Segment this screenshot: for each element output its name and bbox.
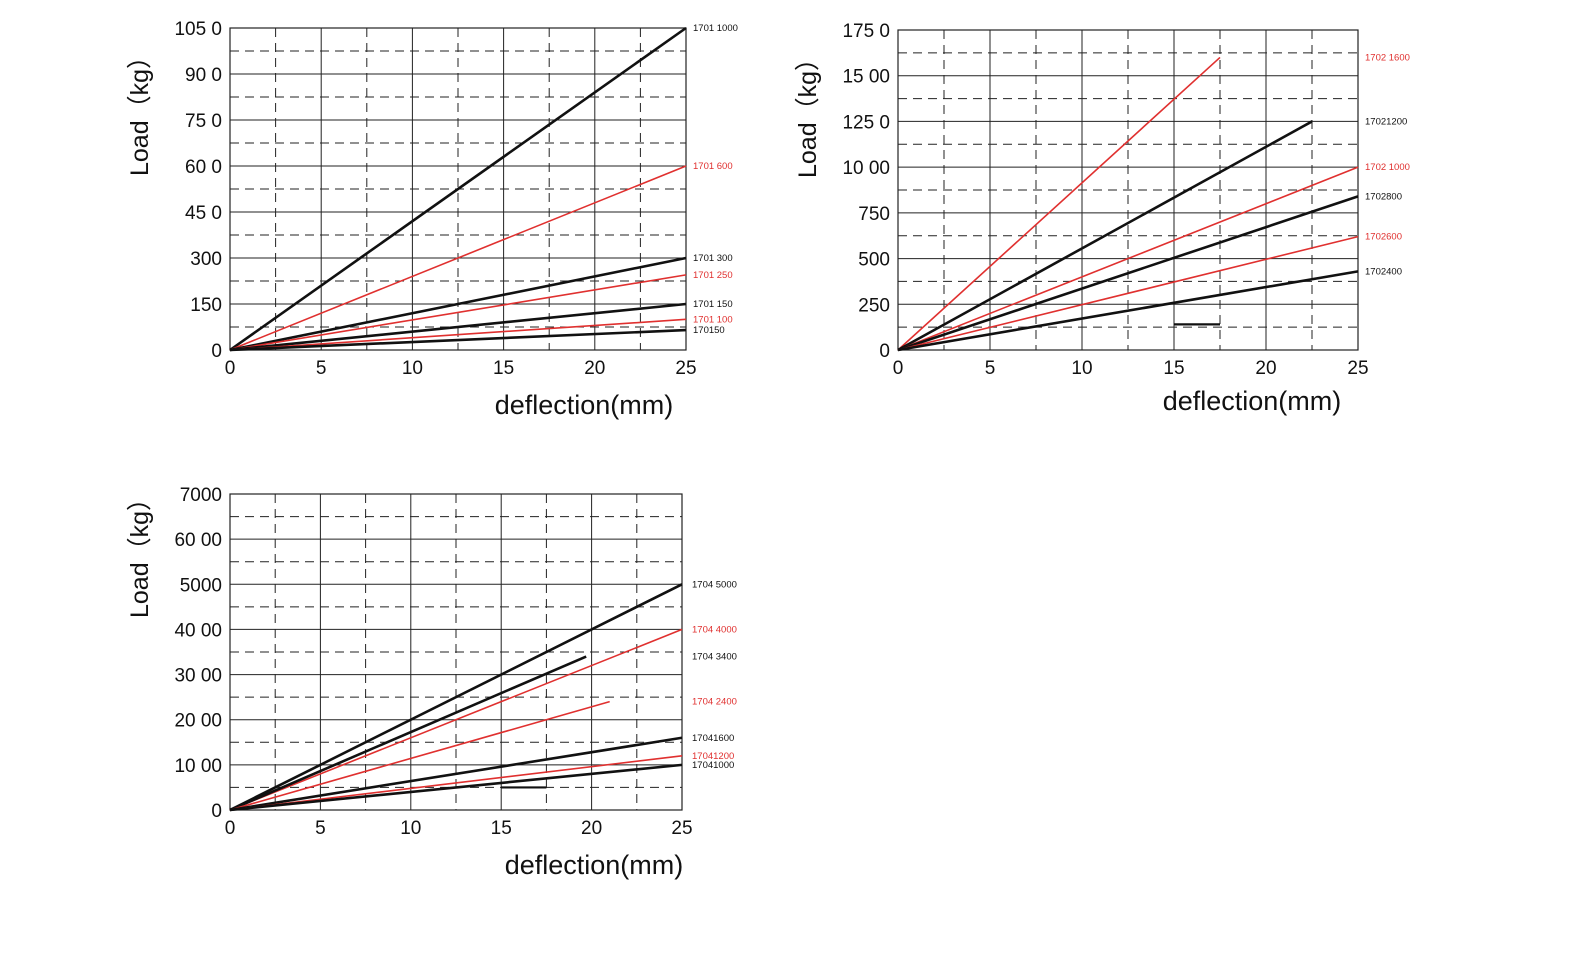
x-tick-label: 10 bbox=[402, 358, 423, 379]
y-tick-label: 45 0 bbox=[185, 203, 222, 224]
series-label: 17041000 bbox=[692, 760, 734, 771]
x-tick-label: 20 bbox=[581, 818, 602, 839]
y-tick-label: 0 bbox=[879, 341, 890, 362]
y-axis-label: Load（kg） bbox=[126, 44, 154, 176]
y-axis-label: Load（kg） bbox=[794, 46, 822, 178]
series-line bbox=[897, 56, 1221, 351]
x-tick-label: 25 bbox=[671, 818, 692, 839]
x-axis-label: deflection(mm) bbox=[1163, 386, 1342, 416]
x-axis-label: deflection(mm) bbox=[495, 390, 674, 420]
y-tick-label: 15 00 bbox=[842, 67, 890, 88]
grid bbox=[229, 493, 683, 811]
series-label: 17041600 bbox=[692, 733, 734, 744]
y-tick-label: 175 0 bbox=[842, 21, 890, 42]
grid bbox=[897, 29, 1359, 351]
series-line bbox=[229, 26, 687, 352]
series-line bbox=[229, 736, 683, 812]
x-tick-label: 15 bbox=[491, 818, 512, 839]
y-tick-label: 0 bbox=[211, 801, 222, 822]
x-tick-label: 10 bbox=[400, 818, 421, 839]
x-tick-label: 0 bbox=[225, 358, 236, 379]
x-tick-label: 20 bbox=[1255, 358, 1276, 379]
series-label: 1701 1000 bbox=[693, 23, 738, 34]
series-line bbox=[897, 195, 1359, 352]
series-label: 1701 100 bbox=[693, 314, 733, 325]
series-line bbox=[229, 655, 587, 812]
series-label: 1701 300 bbox=[693, 253, 733, 264]
x-tick-label: 20 bbox=[584, 358, 605, 379]
y-tick-label: 90 0 bbox=[185, 65, 222, 86]
y-tick-label: 60 0 bbox=[185, 157, 222, 178]
series-label: 1702 1000 bbox=[1365, 162, 1410, 173]
series-label: 1704 4000 bbox=[692, 624, 737, 635]
y-tick-label: 150 bbox=[190, 295, 222, 316]
x-tick-label: 0 bbox=[893, 358, 904, 379]
series-line bbox=[229, 583, 683, 812]
y-tick-label: 75 0 bbox=[185, 111, 222, 132]
y-tick-label: 10 00 bbox=[842, 158, 890, 179]
series-line bbox=[229, 755, 683, 811]
series-label: 1701 250 bbox=[693, 270, 733, 281]
y-tick-label: 7000 bbox=[180, 485, 222, 506]
y-tick-label: 0 bbox=[211, 341, 222, 362]
chart-1: 0 5 10 15 20 25 0 150 300 45 0 60 0 75 0 90 0 105 0 de… bbox=[126, 19, 738, 420]
series-line bbox=[229, 328, 687, 352]
series-line bbox=[897, 235, 1359, 351]
y-tick-label: 250 bbox=[858, 295, 890, 316]
series-line bbox=[229, 318, 687, 351]
series-line bbox=[229, 700, 610, 811]
series-line bbox=[229, 763, 683, 812]
x-tick-label: 10 bbox=[1071, 358, 1092, 379]
chart-3: 0 5 10 15 20 25 0 10 00 20 00 30 00 40 00 5000 60 00… bbox=[126, 485, 737, 880]
series-line bbox=[229, 628, 683, 811]
x-tick-label: 5 bbox=[985, 358, 996, 379]
y-tick-label: 20 00 bbox=[174, 711, 222, 732]
series-line bbox=[229, 302, 687, 352]
y-tick-label: 500 bbox=[858, 250, 890, 271]
y-tick-label: 60 00 bbox=[174, 530, 222, 551]
series-label: 17041200 bbox=[692, 751, 734, 762]
x-tick-label: 25 bbox=[1347, 358, 1368, 379]
series-label: 1701 150 bbox=[693, 299, 733, 310]
y-tick-label: 105 0 bbox=[174, 19, 222, 40]
series-label: 1702 1600 bbox=[1365, 52, 1410, 63]
series-label: 1704 3400 bbox=[692, 652, 737, 663]
series-line bbox=[229, 256, 687, 352]
series-label: 170150 bbox=[693, 325, 725, 336]
x-tick-label: 25 bbox=[675, 358, 696, 379]
x-tick-label: 15 bbox=[1163, 358, 1184, 379]
y-axis-label: Load（kg） bbox=[126, 486, 154, 618]
y-tick-label: 40 00 bbox=[174, 620, 222, 641]
series-line bbox=[229, 274, 687, 351]
x-tick-label: 5 bbox=[315, 818, 326, 839]
y-tick-label: 750 bbox=[858, 204, 890, 225]
series-line bbox=[897, 270, 1359, 352]
x-tick-label: 0 bbox=[225, 818, 236, 839]
plot-frame bbox=[229, 27, 687, 351]
series-line bbox=[897, 120, 1313, 352]
x-tick-label: 15 bbox=[493, 358, 514, 379]
series-line bbox=[897, 166, 1359, 351]
series-label: 17021200 bbox=[1365, 116, 1407, 127]
series-line bbox=[229, 165, 687, 351]
series-label: 1702600 bbox=[1365, 232, 1402, 243]
series-label: 1702800 bbox=[1365, 191, 1402, 202]
plot-frame bbox=[229, 493, 683, 811]
series-label: 1704 2400 bbox=[692, 697, 737, 708]
x-tick-label: 5 bbox=[316, 358, 327, 379]
plot-frame bbox=[897, 29, 1359, 351]
x-axis-label: deflection(mm) bbox=[505, 850, 684, 880]
series-label: 1701 600 bbox=[693, 161, 733, 172]
y-tick-label: 10 00 bbox=[174, 756, 222, 777]
series-label: 1704 5000 bbox=[692, 579, 737, 590]
y-tick-label: 5000 bbox=[180, 575, 222, 596]
y-tick-label: 300 bbox=[190, 249, 222, 270]
series-label: 1702400 bbox=[1365, 266, 1402, 277]
y-tick-label: 125 0 bbox=[842, 112, 890, 133]
y-tick-label: 30 00 bbox=[174, 666, 222, 687]
